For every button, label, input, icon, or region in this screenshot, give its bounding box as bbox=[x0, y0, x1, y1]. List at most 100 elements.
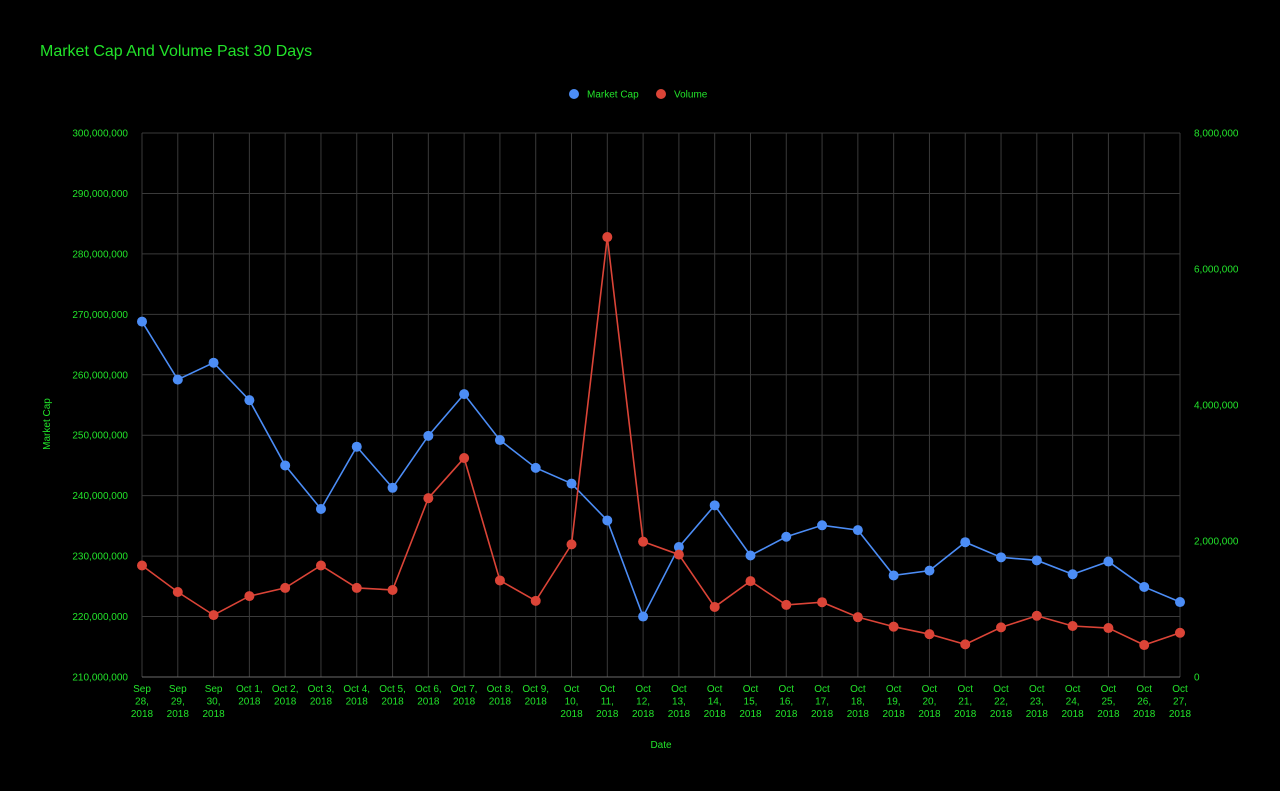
data-point-market-cap[interactable] bbox=[459, 389, 470, 400]
x-tick-label: Oct 18, 2018 bbox=[847, 684, 870, 720]
data-point-market-cap[interactable] bbox=[208, 357, 219, 368]
x-tick-label: Oct 22, 2018 bbox=[990, 684, 1013, 720]
data-point-market-cap[interactable] bbox=[1175, 597, 1185, 608]
legend-marker-volume bbox=[656, 89, 666, 99]
data-point-market-cap[interactable] bbox=[817, 520, 828, 531]
chart-title: Market Cap And Volume Past 30 Days bbox=[40, 43, 312, 60]
data-point-volume[interactable] bbox=[996, 622, 1007, 633]
data-point-volume[interactable] bbox=[602, 232, 613, 243]
data-point-volume[interactable] bbox=[244, 591, 255, 602]
data-point-market-cap[interactable] bbox=[781, 531, 792, 542]
data-point-volume[interactable] bbox=[208, 610, 219, 621]
x-tick-label: Oct 7, 2018 bbox=[451, 684, 478, 708]
data-point-market-cap[interactable] bbox=[745, 550, 756, 561]
data-point-market-cap[interactable] bbox=[423, 430, 434, 441]
y-tick-label: 280,000,000 bbox=[72, 249, 128, 260]
series-line-volume bbox=[141, 236, 1181, 646]
data-point-market-cap[interactable] bbox=[530, 462, 541, 473]
data-point-market-cap[interactable] bbox=[1031, 555, 1042, 566]
x-tick-label: Sep 28, 2018 bbox=[131, 684, 154, 720]
data-point-market-cap[interactable] bbox=[1067, 569, 1078, 580]
data-point-market-cap[interactable] bbox=[960, 537, 971, 548]
data-point-volume[interactable] bbox=[852, 612, 863, 623]
data-point-market-cap[interactable] bbox=[602, 515, 613, 526]
x-tick-label: Sep 30, 2018 bbox=[202, 684, 225, 720]
data-point-market-cap[interactable] bbox=[315, 503, 326, 514]
data-point-volume[interactable] bbox=[638, 536, 649, 547]
x-axis-ticks: Sep 28, 2018 Sep 29, 2018 Sep 30, 2018 Oct 1, 2018… bbox=[131, 684, 1192, 720]
data-point-market-cap[interactable] bbox=[566, 478, 577, 489]
x-tick-label: Oct 12, 2018 bbox=[632, 684, 655, 720]
data-point-market-cap[interactable] bbox=[638, 611, 649, 622]
y-tick-label: 250,000,000 bbox=[72, 431, 128, 442]
data-point-volume[interactable] bbox=[280, 582, 291, 593]
data-point-volume[interactable] bbox=[888, 621, 899, 632]
data-point-volume[interactable] bbox=[817, 597, 828, 608]
y2-tick-label: 4,000,000 bbox=[1194, 401, 1239, 412]
data-point-market-cap[interactable] bbox=[351, 441, 362, 452]
x-tick-label: Oct 13, 2018 bbox=[668, 684, 691, 720]
data-point-volume[interactable] bbox=[709, 601, 720, 612]
x-tick-label: Oct 26, 2018 bbox=[1133, 684, 1156, 720]
data-point-market-cap[interactable] bbox=[494, 435, 505, 446]
y-tick-label: 300,000,000 bbox=[72, 129, 128, 140]
y-axis-right-ticks: 0 2,000,000 4,000,000 6,000,000 8,000,000 bbox=[1194, 129, 1239, 684]
data-point-volume[interactable] bbox=[494, 575, 505, 586]
x-tick-label: Oct 8, 2018 bbox=[487, 684, 514, 708]
x-tick-label: Oct 4, 2018 bbox=[343, 684, 370, 708]
x-tick-label: Oct 15, 2018 bbox=[739, 684, 762, 720]
x-tick-label: Sep 29, 2018 bbox=[167, 684, 190, 720]
data-point-market-cap[interactable] bbox=[852, 525, 863, 536]
data-point-volume[interactable] bbox=[1031, 610, 1042, 621]
y-tick-label: 290,000,000 bbox=[72, 189, 128, 200]
data-point-volume[interactable] bbox=[315, 560, 326, 571]
data-point-volume[interactable] bbox=[1175, 627, 1185, 638]
data-point-volume[interactable] bbox=[1139, 640, 1150, 651]
x-tick-label: Oct 9, 2018 bbox=[522, 684, 549, 708]
y2-tick-label: 6,000,000 bbox=[1194, 265, 1239, 276]
y-tick-label: 220,000,000 bbox=[72, 612, 128, 623]
data-point-volume[interactable] bbox=[673, 549, 684, 560]
x-tick-label: Oct 10, 2018 bbox=[560, 684, 583, 720]
data-point-volume[interactable] bbox=[459, 453, 470, 464]
y-tick-label: 240,000,000 bbox=[72, 491, 128, 502]
legend-label-volume: Volume bbox=[674, 90, 708, 101]
data-point-market-cap[interactable] bbox=[709, 500, 720, 511]
data-point-market-cap[interactable] bbox=[673, 542, 684, 553]
data-point-market-cap[interactable] bbox=[1139, 581, 1150, 592]
data-point-market-cap[interactable] bbox=[996, 552, 1007, 563]
data-point-volume[interactable] bbox=[781, 599, 792, 610]
data-point-market-cap[interactable] bbox=[1103, 556, 1114, 567]
data-point-market-cap[interactable] bbox=[172, 374, 183, 385]
legend-marker-market-cap bbox=[569, 89, 579, 99]
data-point-volume[interactable] bbox=[745, 576, 756, 587]
data-point-market-cap[interactable] bbox=[244, 395, 255, 406]
data-point-market-cap[interactable] bbox=[137, 316, 147, 327]
data-point-volume[interactable] bbox=[1067, 621, 1078, 631]
data-point-volume[interactable] bbox=[137, 560, 147, 571]
y-tick-label: 260,000,000 bbox=[72, 370, 128, 381]
data-point-volume[interactable] bbox=[960, 639, 971, 650]
data-point-volume[interactable] bbox=[1103, 623, 1114, 634]
data-point-volume[interactable] bbox=[351, 582, 362, 593]
x-tick-label: Oct 20, 2018 bbox=[918, 684, 941, 720]
x-tick-label: Oct 25, 2018 bbox=[1097, 684, 1120, 720]
data-point-market-cap[interactable] bbox=[924, 565, 935, 576]
y-tick-label: 210,000,000 bbox=[72, 673, 128, 684]
x-tick-label: Oct 5, 2018 bbox=[379, 684, 406, 708]
data-point-volume[interactable] bbox=[566, 539, 577, 550]
data-point-volume[interactable] bbox=[387, 584, 398, 595]
data-point-volume[interactable] bbox=[924, 629, 935, 640]
data-point-market-cap[interactable] bbox=[888, 570, 899, 581]
x-tick-label: Oct 24, 2018 bbox=[1061, 684, 1084, 720]
data-point-volume[interactable] bbox=[530, 595, 541, 606]
y-axis-label: Market Cap bbox=[42, 398, 53, 450]
y-tick-label: 230,000,000 bbox=[72, 552, 128, 563]
data-point-market-cap[interactable] bbox=[387, 482, 398, 493]
y-axis-left-ticks: 210,000,000 220,000,000 230,000,000 240,000… bbox=[72, 129, 128, 684]
data-point-volume[interactable] bbox=[172, 587, 183, 597]
x-tick-label: Oct 16, 2018 bbox=[775, 684, 798, 720]
data-point-volume[interactable] bbox=[423, 493, 434, 504]
data-point-market-cap[interactable] bbox=[280, 460, 291, 471]
